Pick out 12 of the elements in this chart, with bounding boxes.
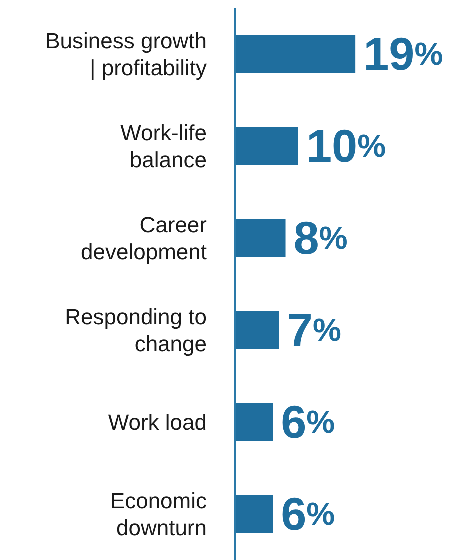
y-tick-label: Work load bbox=[108, 410, 207, 434]
y-tick-label: Work-life balance bbox=[120, 120, 207, 172]
y-tick-label: Business growth | profitability bbox=[46, 28, 207, 80]
y-tick-label: Economic downturn bbox=[110, 488, 207, 540]
data-label: 10% bbox=[306, 120, 386, 172]
data-label: 6% bbox=[281, 488, 336, 540]
data-label: 7% bbox=[287, 304, 342, 356]
y-tick-label: Career development bbox=[81, 212, 207, 264]
data-label: 6% bbox=[281, 396, 336, 448]
y-tick-label: Responding to change bbox=[65, 304, 207, 356]
data-label: 19% bbox=[364, 28, 444, 80]
data-label: 8% bbox=[294, 212, 348, 264]
